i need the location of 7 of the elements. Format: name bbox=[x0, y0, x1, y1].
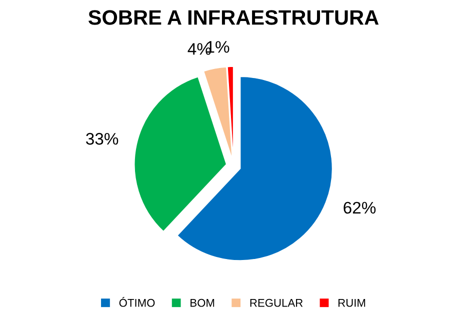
data-label: 62% bbox=[344, 202, 376, 214]
data-label: 33% bbox=[86, 132, 118, 145]
legend-label: RUIM bbox=[338, 299, 366, 307]
legend-label: REGULAR bbox=[250, 298, 303, 307]
chart-title: SOBRE A INFRAESTRUTURA bbox=[88, 10, 379, 25]
legend-label: ÓTIMO bbox=[119, 297, 155, 307]
legend-label: BOM bbox=[190, 298, 214, 307]
